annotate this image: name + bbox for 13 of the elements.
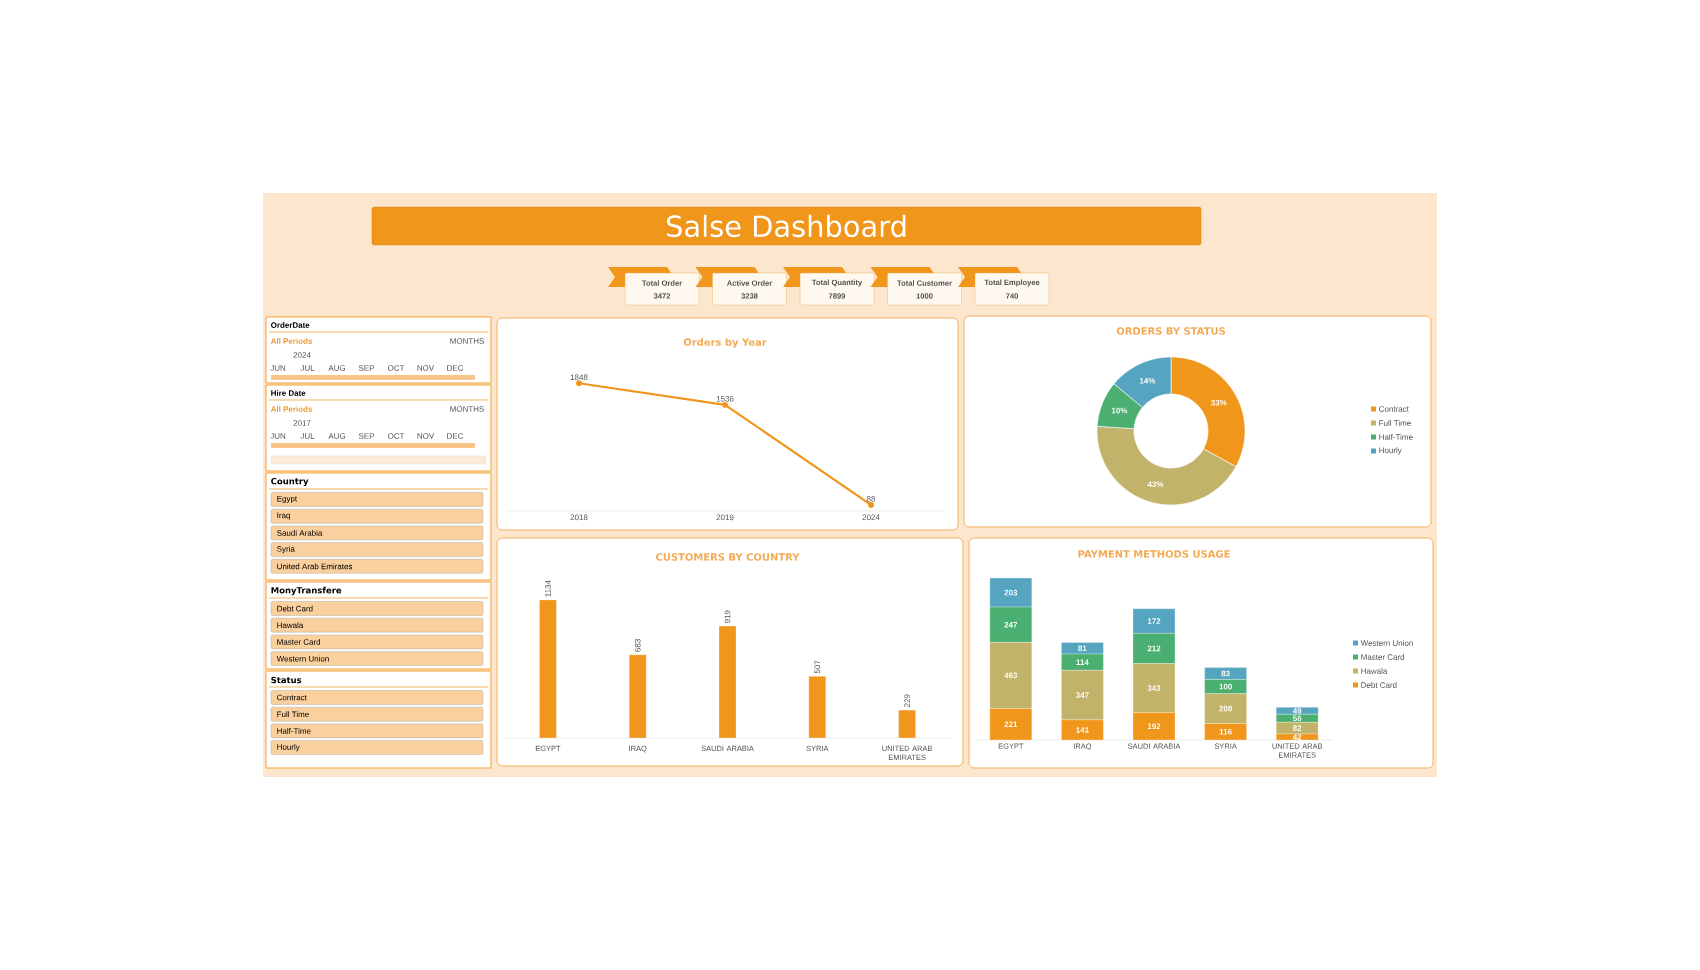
bar — [539, 599, 557, 739]
text: Country — [271, 477, 309, 487]
bar — [718, 625, 737, 739]
text: Status — [271, 676, 302, 684]
chart-title: PAYMENT METHODS USAGE — [1078, 550, 1230, 558]
chart-title: CUSTOMERS BY COUNTRY — [656, 553, 800, 561]
text: Salse Dashboard — [667, 214, 906, 238]
text: MonyTransfere — [271, 586, 342, 596]
bar — [629, 654, 647, 739]
bar — [808, 676, 826, 739]
chart-title: ORDERS BY STATUS — [1116, 327, 1226, 335]
bar — [898, 709, 916, 739]
chart-title: Orders by Year — [683, 338, 767, 348]
